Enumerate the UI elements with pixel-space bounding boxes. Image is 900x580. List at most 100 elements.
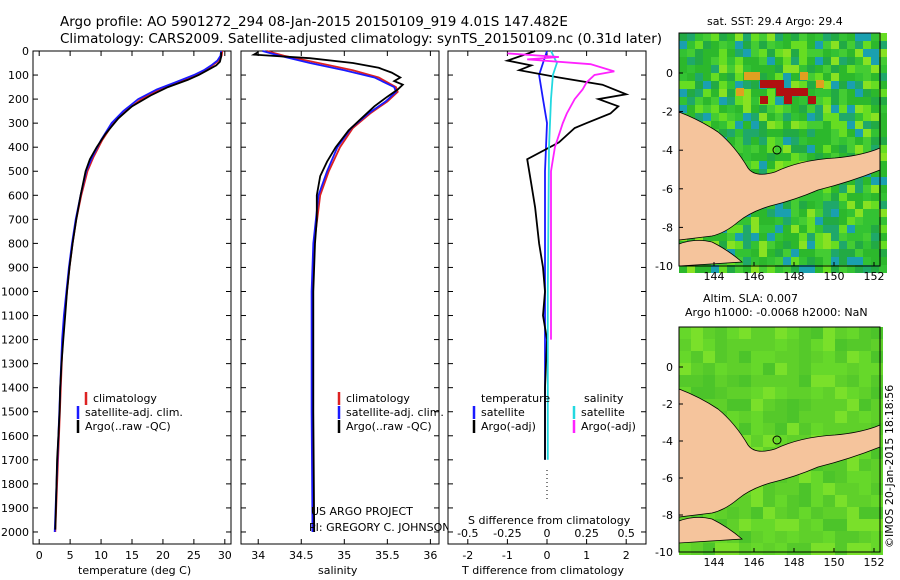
map-pixel: [743, 233, 751, 241]
map-pixel: [711, 105, 719, 113]
map-pixel: [799, 339, 811, 351]
map-pixel: [863, 57, 871, 65]
map-pixel: [823, 49, 831, 57]
map-pixel: [823, 41, 831, 49]
map-pixel: [799, 105, 807, 113]
map-pixel: [847, 531, 859, 543]
x-tick-label: 20: [156, 549, 170, 562]
map-pixel: [871, 193, 879, 201]
map-pixel: [775, 483, 787, 495]
map-pixel: [807, 201, 815, 209]
sla-map-lon-ticks: 144 146 148 150 152: [704, 548, 885, 569]
map-pixel: [823, 387, 835, 399]
map-pixel: [719, 113, 727, 121]
map-pixel: [787, 495, 799, 507]
x-tick-label: 35.5: [375, 549, 400, 562]
map-pixel: [855, 81, 863, 89]
map-pixel: [775, 129, 783, 137]
map-pixel: [815, 145, 823, 153]
map-pixel: [751, 507, 763, 519]
map-pixel: [847, 471, 859, 483]
map-pixel: [815, 233, 823, 241]
map-pixel: [735, 105, 743, 113]
map-pixel: [823, 65, 831, 73]
sla-map-frame: [678, 326, 881, 553]
map-pixel: [863, 177, 871, 185]
map-pixel: [739, 351, 751, 363]
legend-temperature-header: temperature: [481, 392, 550, 405]
map-pixel: [695, 97, 703, 105]
map-pixel: [751, 89, 759, 97]
map-pixel: [839, 249, 847, 257]
s-tick-label: 0: [544, 527, 551, 540]
map-pixel: [763, 387, 775, 399]
map-pixel: [727, 137, 735, 145]
map-pixel: [759, 57, 767, 65]
map-pixel: [847, 33, 855, 41]
lon-tick-label: 146: [744, 270, 765, 283]
map-pixel: [831, 81, 839, 89]
map-pixel: [775, 249, 783, 257]
map-hot-pixel: [760, 80, 768, 88]
map-pixel: [799, 471, 811, 483]
map-pixel: [799, 41, 807, 49]
map-pixel: [823, 543, 835, 555]
map-pixel: [751, 113, 759, 121]
map-pixel: [847, 459, 859, 471]
map-pixel: [807, 225, 815, 233]
map-pixel: [767, 57, 775, 65]
map-pixel: [743, 121, 751, 129]
map-pixel: [855, 129, 863, 137]
x-tick-label: 34: [251, 549, 265, 562]
map-pixel: [799, 543, 811, 555]
series-line: [507, 52, 615, 340]
map-pixel: [767, 121, 775, 129]
map-pixel: [823, 531, 835, 543]
map-pixel: [859, 339, 871, 351]
map-pixel: [703, 49, 711, 57]
map-hot-pixel: [784, 96, 792, 104]
map-pixel: [763, 435, 775, 447]
map-pixel: [695, 105, 703, 113]
series-line: [250, 51, 405, 533]
map-pixel: [839, 217, 847, 225]
map-pixel: [859, 387, 871, 399]
map-pixel: [783, 257, 791, 265]
map-pixel: [775, 327, 787, 339]
x-tick-label: 10: [94, 549, 108, 562]
map-pixel: [775, 73, 783, 81]
series-line: [53, 50, 222, 533]
map-pixel: [679, 351, 691, 363]
map-pixel: [679, 265, 687, 273]
map-pixel: [835, 459, 847, 471]
map-pixel: [807, 145, 815, 153]
map-hot-pixel: [808, 96, 816, 104]
map-pixel: [783, 225, 791, 233]
map-pixel: [739, 363, 751, 375]
map-pixel: [831, 41, 839, 49]
map-pixel: [759, 209, 767, 217]
map-pixel: [859, 543, 871, 555]
map-pixel: [739, 423, 751, 435]
map-pixel: [871, 327, 883, 339]
map-pixel: [839, 233, 847, 241]
map-pixel: [751, 423, 763, 435]
difference-lines: [503, 50, 630, 460]
map-pixel: [743, 137, 751, 145]
sst-map-lon-ticks: 144 146 148 150 152: [704, 262, 885, 283]
map-pixel: [787, 351, 799, 363]
map-pixel: [823, 471, 835, 483]
map-pixel: [735, 249, 743, 257]
map-pixel: [807, 249, 815, 257]
map-pixel: [727, 129, 735, 137]
map-pixel: [743, 145, 751, 153]
map-pixel: [711, 49, 719, 57]
map-pixel: [823, 33, 831, 41]
map-pixel: [743, 81, 751, 89]
map-pixel: [823, 399, 835, 411]
lat-tick-label: -2: [662, 398, 673, 411]
map-pixel: [775, 137, 783, 145]
map-warm-pixel: [736, 88, 744, 96]
map-pixel: [711, 57, 719, 65]
sst-map-lat-ticks: 0 -2 -4 -6 -8 -10: [655, 67, 683, 273]
